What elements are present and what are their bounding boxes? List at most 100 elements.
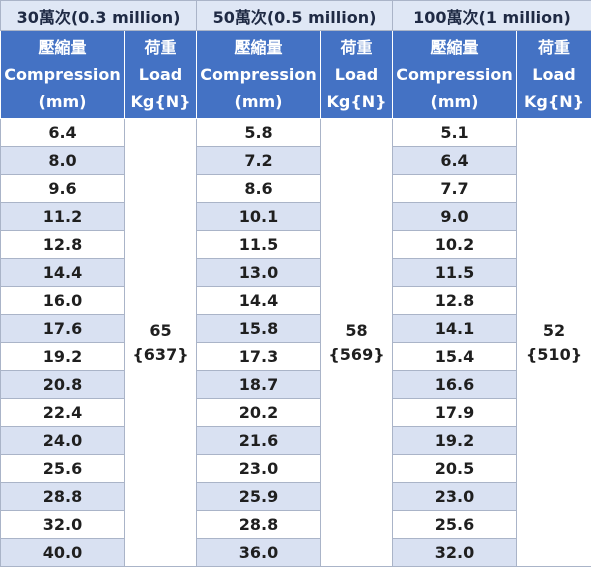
load-header-line: 荷重 [340,38,373,57]
compression-header-line: Compression [396,65,513,84]
table-row: 40.0 36.0 32.0 [0,538,591,567]
compression-header-0: 壓縮量 Compression (mm) [0,30,125,119]
compression-cell: 8.0 [0,146,125,175]
table-row: 12.8 11.5 10.2 [0,230,591,259]
table-row: 16.0 14.4 12.8 [0,286,591,315]
column-header-row: 壓縮量 Compression (mm) 荷重 Load Kg{N} 壓縮量 Compress… [0,30,591,119]
compression-cell: 28.8 [0,482,125,511]
compression-cell: 22.4 [0,398,125,427]
compression-header-line: (mm) [430,92,479,111]
load-header-line: Kg{N} [523,92,585,111]
compression-cell: 19.2 [392,426,517,455]
load-header-0: 荷重 Load Kg{N} [124,30,197,119]
compression-cell: 7.7 [392,174,517,203]
compression-cell: 14.4 [0,258,125,287]
load-newton: {510} [525,344,583,364]
compression-cell: 16.6 [392,370,517,399]
compression-cell: 25.6 [392,510,517,539]
load-cell-1: 58 {569} [320,118,393,567]
compression-cell: 14.1 [392,314,517,343]
compression-header-line: 壓縮量 [38,38,87,57]
compression-cell: 11.2 [0,202,125,231]
group-title-0: 30萬次(0.3 million) [0,0,197,31]
load-header-line: Kg{N} [130,92,191,111]
compression-header-line: Compression [200,65,317,84]
compression-cell: 17.9 [392,398,517,427]
compression-cell: 13.0 [196,258,321,287]
load-header-line: Load [532,65,576,84]
compression-cell: 7.2 [196,146,321,175]
compression-cell: 17.3 [196,342,321,371]
compression-cell: 20.5 [392,454,517,483]
compression-cell: 14.4 [196,286,321,315]
compression-cell: 20.2 [196,398,321,427]
compression-cell: 18.7 [196,370,321,399]
load-header-line: Load [138,65,183,84]
compression-cell: 15.4 [392,342,517,371]
group-header-row: 30萬次(0.3 million) 50萬次(0.5 million) 100萬… [0,0,591,31]
group-title-2: 100萬次(1 million) [391,0,591,31]
load-kg: 52 [542,320,566,340]
compression-cell: 17.6 [0,314,125,343]
compression-header-line: (mm) [234,92,283,111]
load-header-line: 荷重 [144,38,177,57]
compression-cell: 15.8 [196,314,321,343]
table-row: 8.0 7.2 6.4 [0,146,591,175]
group-title-1: 50萬次(0.5 million) [196,0,393,31]
compression-cell: 6.4 [0,118,125,147]
compression-cell: 11.5 [392,258,517,287]
compression-cell: 24.0 [0,426,125,455]
compression-cell: 32.0 [0,510,125,539]
compression-cell: 23.0 [392,482,517,511]
compression-cell: 25.6 [0,454,125,483]
compression-cell: 5.1 [392,118,517,147]
load-newton: {569} [328,344,385,364]
compression-cell: 23.0 [196,454,321,483]
compression-cell: 8.6 [196,174,321,203]
table-row: 25.6 23.0 20.5 [0,454,591,483]
load-header-line: Load [334,65,379,84]
compression-cell: 19.2 [0,342,125,371]
compression-cell: 36.0 [196,538,321,567]
compression-cell: 6.4 [392,146,517,175]
compression-cell: 12.8 [392,286,517,315]
table-row: 20.8 18.7 16.6 [0,370,591,399]
compression-cell: 5.8 [196,118,321,147]
compression-cell: 20.8 [0,370,125,399]
table-row: 32.0 28.8 25.6 [0,510,591,539]
load-header-line: 荷重 [538,38,571,57]
compression-header-line: 壓縮量 [430,38,479,57]
table-row: 9.6 8.6 7.7 [0,174,591,203]
compression-cell: 21.6 [196,426,321,455]
load-kg: 65 [149,320,172,340]
compression-cell: 10.1 [196,202,321,231]
compression-cell: 12.8 [0,230,125,259]
compression-cell: 10.2 [392,230,517,259]
load-header-2: 荷重 Load Kg{N} [515,30,591,119]
compression-cell: 40.0 [0,538,125,567]
load-newton: {637} [132,344,189,364]
table-row: 22.4 20.2 17.9 [0,398,591,427]
compression-header-2: 壓縮量 Compression (mm) [392,30,517,119]
compression-header-line: 壓縮量 [234,38,283,57]
compression-cell: 16.0 [0,286,125,315]
compression-cell: 28.8 [196,510,321,539]
load-header-1: 荷重 Load Kg{N} [320,30,393,119]
load-header-line: Kg{N} [326,92,387,111]
load-cell-0: 65 {637} [124,118,197,567]
table-row: 14.4 13.0 11.5 [0,258,591,287]
load-cell-2: 52 {510} [515,118,591,567]
compression-header-line: Compression [4,65,121,84]
table-body: 6.4 65 {637} 5.8 58 {569} 5.1 52 {510} 8.0 7.2 6.4 9… [0,118,591,567]
table-row: 11.2 10.1 9.0 [0,202,591,231]
compression-cell: 32.0 [392,538,517,567]
compression-cell: 11.5 [196,230,321,259]
table-row: 19.2 17.3 15.4 [0,342,591,371]
compression-header-1: 壓縮量 Compression (mm) [196,30,321,119]
table-row: 6.4 65 {637} 5.8 58 {569} 5.1 52 {510} [0,118,591,567]
compression-cell: 9.0 [392,202,517,231]
table-row: 28.8 25.9 23.0 [0,482,591,511]
table-row: 17.6 15.8 14.1 [0,314,591,343]
compression-header-line: (mm) [38,92,87,111]
